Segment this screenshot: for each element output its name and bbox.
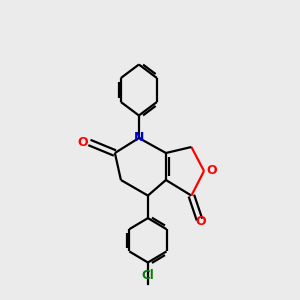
Text: Cl: Cl xyxy=(142,269,154,282)
Text: N: N xyxy=(134,130,144,144)
Text: O: O xyxy=(206,164,217,178)
Text: O: O xyxy=(196,214,206,228)
Text: O: O xyxy=(77,136,88,149)
